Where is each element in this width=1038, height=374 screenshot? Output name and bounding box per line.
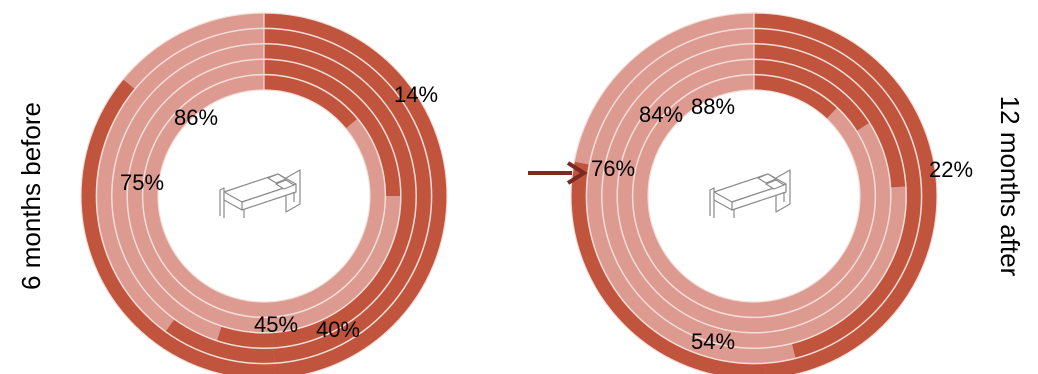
ring-value-label: 88% (691, 94, 735, 119)
ring-value-label: 40% (316, 317, 360, 342)
arrow-head (566, 161, 588, 185)
side-label-right: 12 months after (995, 96, 1025, 277)
ring-value-label: 84% (639, 102, 683, 127)
bed-icon (709, 169, 791, 218)
ring-value-label: 76% (591, 156, 635, 181)
ring-bar (216, 326, 274, 349)
ring-3 (601, 43, 907, 349)
ring-bar (165, 319, 275, 364)
ring-bar (264, 74, 358, 129)
ring-value-label: 54% (691, 329, 735, 354)
ring-bar (81, 79, 276, 374)
ring-value-label: 45% (254, 312, 298, 337)
ring-value-label: 14% (394, 82, 438, 107)
arrow-icon (528, 161, 588, 185)
bed-icon (219, 169, 301, 218)
ring-1 (632, 74, 876, 318)
ring-2 (617, 59, 891, 333)
donut-chart-left: 86% 75% 45% 40% 14% (80, 12, 448, 374)
ring-value-label: 86% (174, 105, 218, 130)
side-label-left: 6 months before (16, 102, 46, 290)
ring-value-label: 22% (929, 157, 973, 182)
ring-4 (96, 28, 432, 364)
ring-2 (127, 59, 401, 333)
ring-bar (264, 59, 401, 197)
ring-bar (754, 43, 906, 188)
ring-1 (142, 74, 386, 318)
ring-5 (81, 13, 447, 374)
ring-value-label: 75% (120, 170, 164, 195)
ring-bar (754, 59, 870, 131)
ring-bar (754, 74, 838, 119)
donut-chart-right: 88% 84% 76% 54% 22% (570, 12, 973, 374)
